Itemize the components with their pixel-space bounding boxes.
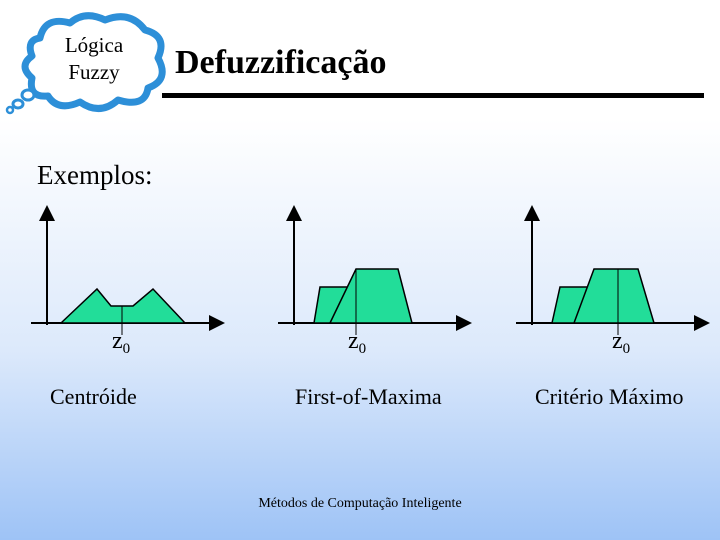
method-label-centroid: Centróide bbox=[50, 384, 137, 409]
z0-label: z0 bbox=[348, 328, 367, 357]
logo-cloud bbox=[5, 12, 166, 115]
page-title: Defuzzificação bbox=[175, 44, 387, 81]
aggregated-set bbox=[59, 287, 187, 324]
method-label-max-criterion: Critério Máximo bbox=[535, 384, 684, 409]
z0-label: z0 bbox=[112, 328, 131, 357]
logo-line-1: Lógica bbox=[64, 33, 124, 57]
max-criterion-diagram bbox=[516, 205, 710, 335]
z0-label: z0 bbox=[612, 328, 631, 357]
section-label: Exemplos: bbox=[37, 160, 153, 190]
first-of-maxima-diagram bbox=[278, 205, 472, 335]
title-underline bbox=[162, 93, 704, 98]
method-label-first-of-maxima: First-of-Maxima bbox=[295, 384, 442, 409]
upper-set bbox=[328, 268, 413, 324]
centroid-diagram bbox=[31, 205, 225, 335]
footer-text: Métodos de Computação Inteligente bbox=[258, 496, 462, 511]
logo-line-2: Fuzzy bbox=[68, 60, 120, 84]
upper-set bbox=[572, 268, 656, 324]
